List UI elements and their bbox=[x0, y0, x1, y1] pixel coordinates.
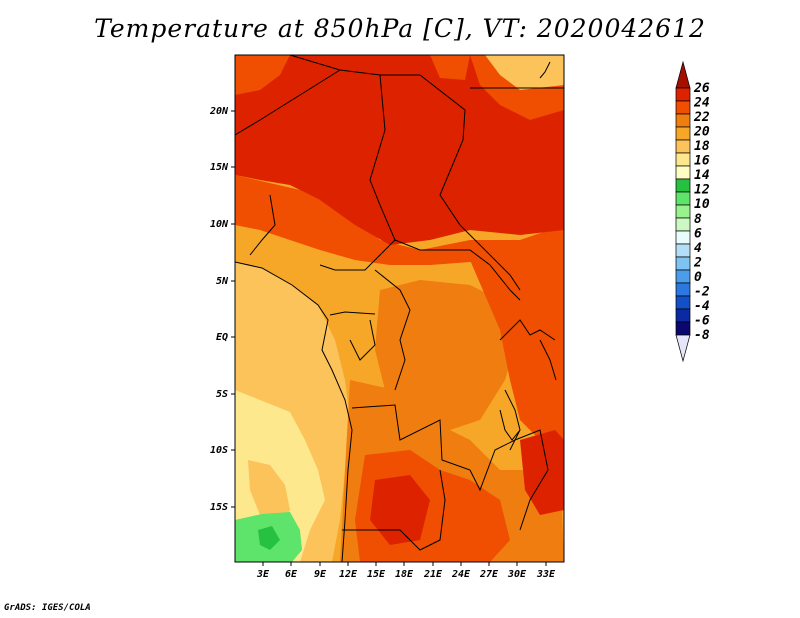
field-24-26-south bbox=[370, 475, 430, 545]
map-frame bbox=[234, 54, 565, 563]
latitude-axis: 20N 15N 10N 5N EQ 5S 10S 15S bbox=[209, 106, 235, 513]
lon-label: 21E bbox=[423, 569, 443, 580]
colorbar-label: 26 bbox=[693, 81, 710, 96]
lat-label: 10N bbox=[210, 219, 229, 230]
colorbar-label: 10 bbox=[694, 197, 710, 212]
lon-label: 27E bbox=[479, 569, 499, 580]
colorbar-swatch bbox=[675, 165, 691, 180]
lon-label: 18E bbox=[395, 569, 414, 580]
border-cameroon bbox=[329, 311, 376, 316]
lon-label: 9E bbox=[314, 569, 327, 580]
colorbar-label: 20 bbox=[693, 125, 710, 140]
country-borders bbox=[235, 55, 564, 562]
field-24-26-east bbox=[520, 430, 564, 515]
colorbar-arrow-top bbox=[675, 60, 691, 89]
field-22-24-n bbox=[430, 55, 470, 80]
colorbar-swatch bbox=[675, 113, 691, 128]
field-22-24-east bbox=[470, 255, 564, 450]
lon-label: 15E bbox=[367, 569, 386, 580]
field-24-26-north bbox=[235, 55, 564, 245]
border-drc-south bbox=[351, 404, 549, 531]
colorbar-label: -4 bbox=[694, 299, 710, 314]
border-nigeria bbox=[249, 194, 276, 256]
longitude-axis: 3E 6E 9E 12E 15E 18E 21E 24E 27E 30E 33E bbox=[256, 562, 556, 580]
colorbar-swatch bbox=[675, 308, 691, 323]
border-angola bbox=[342, 469, 446, 551]
lon-label: 3E bbox=[256, 569, 270, 580]
temperature-field bbox=[235, 55, 564, 562]
colorbar-label: 12 bbox=[694, 183, 710, 198]
field-22-24-nw bbox=[235, 55, 290, 95]
colorbar-label: 16 bbox=[694, 154, 710, 169]
colorbar-swatch bbox=[675, 217, 691, 232]
colorbar-label: 6 bbox=[694, 226, 702, 241]
colorbar-swatch bbox=[675, 100, 691, 115]
lat-label: 15S bbox=[210, 502, 228, 513]
colorbar-label: -2 bbox=[694, 284, 710, 299]
field-16-18-patch bbox=[248, 460, 290, 530]
field-12-14 bbox=[258, 526, 280, 550]
lon-label: 24E bbox=[451, 569, 471, 580]
colorbar-label: -6 bbox=[694, 313, 710, 328]
lat-label: EQ bbox=[216, 332, 228, 343]
colorbar-arrow-bottom bbox=[675, 334, 691, 363]
lat-label: 15N bbox=[210, 162, 229, 173]
coast-red-sea bbox=[539, 61, 551, 79]
lat-label: 10S bbox=[210, 445, 228, 456]
field-18-20-ne bbox=[485, 55, 564, 90]
colorbar-label: 24 bbox=[693, 96, 710, 111]
border-congo bbox=[374, 269, 411, 391]
colorbar-swatch bbox=[675, 139, 691, 154]
lon-label: 6E bbox=[285, 569, 298, 580]
colorbar-label: 18 bbox=[694, 139, 710, 154]
lat-label: 5N bbox=[216, 276, 229, 287]
border-car bbox=[394, 239, 521, 301]
map-title: Temperature at 850hPa [C], VT: 202004261… bbox=[94, 14, 706, 43]
colorbar-swatch bbox=[675, 152, 691, 167]
lat-label: 20N bbox=[209, 106, 229, 117]
colorbar-swatch bbox=[675, 256, 691, 271]
colorbar-label: 2 bbox=[693, 255, 702, 270]
lon-label: 30E bbox=[507, 569, 527, 580]
border-north-east bbox=[289, 55, 521, 291]
colorbar-swatch bbox=[675, 321, 691, 336]
colorbar-swatch bbox=[675, 178, 691, 193]
colorbar-label: 8 bbox=[694, 212, 702, 227]
colorbar-swatch bbox=[675, 126, 691, 141]
lon-label: 33E bbox=[536, 569, 556, 580]
lake-tanganyika bbox=[499, 409, 521, 441]
colorbar-swatch bbox=[675, 282, 691, 297]
field-20-22-center bbox=[375, 280, 520, 430]
colorbar-label: 4 bbox=[694, 241, 702, 256]
border-nw bbox=[235, 69, 341, 136]
colorbar-label: 0 bbox=[694, 270, 702, 285]
colorbar-swatch bbox=[675, 191, 691, 206]
colorbar-swatch bbox=[675, 295, 691, 310]
colorbar-label: -8 bbox=[694, 328, 710, 343]
lon-label: 12E bbox=[339, 569, 358, 580]
colorbar-swatch bbox=[675, 243, 691, 258]
lat-label: 5S bbox=[216, 389, 228, 400]
colorbar-swatch bbox=[675, 204, 691, 219]
colorbar-label: 22 bbox=[693, 110, 710, 125]
credit-text: GrADS: IGES/COLA bbox=[4, 603, 91, 613]
border-tanzania bbox=[504, 389, 521, 451]
colorbar-swatch bbox=[675, 269, 691, 284]
coastline bbox=[235, 261, 353, 562]
border-gabon bbox=[349, 319, 376, 361]
colorbar-label: 14 bbox=[694, 168, 710, 183]
colorbar-swatch bbox=[675, 87, 691, 102]
border-kenya bbox=[539, 339, 557, 381]
border-uganda bbox=[499, 319, 556, 341]
colorbar-swatch bbox=[675, 230, 691, 245]
